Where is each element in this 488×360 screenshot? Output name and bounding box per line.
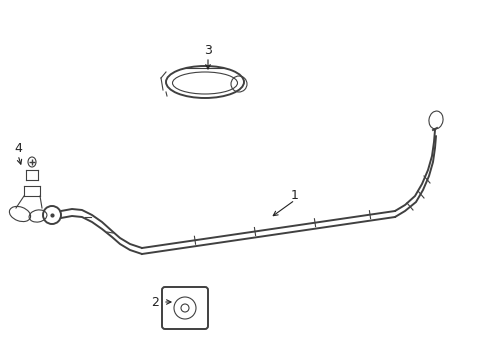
Text: 3: 3 [203,44,211,57]
Text: 1: 1 [290,189,298,202]
Text: 2: 2 [151,296,159,309]
Text: 4: 4 [14,141,22,154]
